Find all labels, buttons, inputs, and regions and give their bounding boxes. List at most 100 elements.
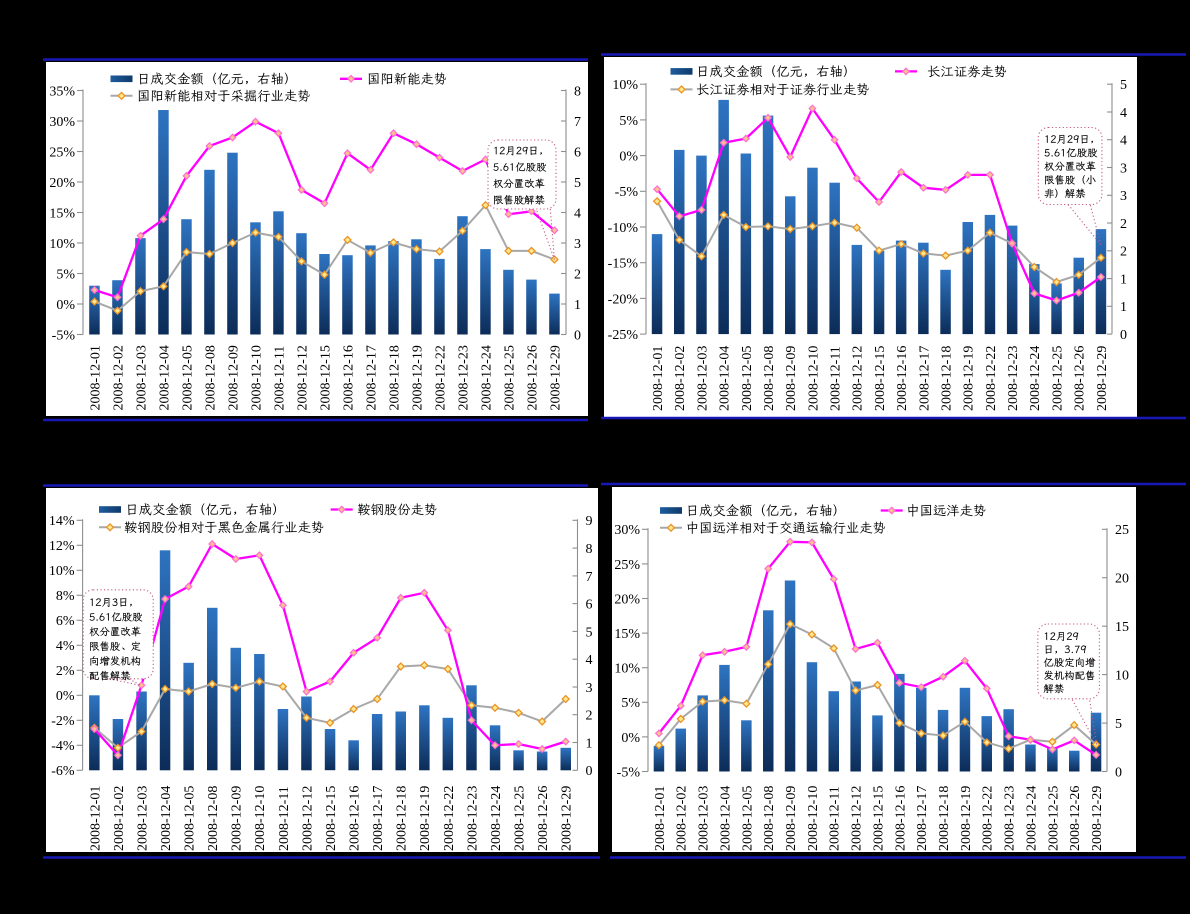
svg-text:2008-12-01: 2008-12-01 xyxy=(88,786,103,851)
svg-text:0: 0 xyxy=(586,764,593,779)
svg-text:2008-12-01: 2008-12-01 xyxy=(653,786,668,851)
svg-text:2008-12-09: 2008-12-09 xyxy=(230,786,245,851)
svg-text:2008-12-17: 2008-12-17 xyxy=(917,346,932,411)
svg-text:2008-12-29: 2008-12-29 xyxy=(560,786,575,851)
svg-text:-6%: -6% xyxy=(51,764,75,779)
svg-text:2008-12-11: 2008-12-11 xyxy=(828,786,843,851)
svg-text:0%: 0% xyxy=(56,298,75,313)
svg-text:2008-12-11: 2008-12-11 xyxy=(277,786,292,851)
svg-text:2008-12-23: 2008-12-23 xyxy=(456,345,471,410)
svg-text:2008-12-25: 2008-12-25 xyxy=(1050,346,1065,411)
svg-text:2008-12-16: 2008-12-16 xyxy=(895,346,910,411)
svg-text:3: 3 xyxy=(574,237,581,252)
svg-text:2008-12-22: 2008-12-22 xyxy=(981,786,996,851)
svg-text:14%: 14% xyxy=(49,514,75,529)
svg-text:2008-12-05: 2008-12-05 xyxy=(740,346,755,411)
svg-text:-15%: -15% xyxy=(608,257,639,272)
svg-text:2008-12-11: 2008-12-11 xyxy=(829,346,844,411)
svg-text:6: 6 xyxy=(574,145,581,160)
svg-text:2008-12-08: 2008-12-08 xyxy=(762,786,777,851)
svg-text:5: 5 xyxy=(586,625,593,640)
svg-text:2008-12-01: 2008-12-01 xyxy=(651,346,666,411)
svg-text:2008-12-04: 2008-12-04 xyxy=(159,786,174,851)
svg-text:-20%: -20% xyxy=(608,292,639,307)
svg-text:2008-12-10: 2008-12-10 xyxy=(806,786,821,851)
svg-text:2008-12-03: 2008-12-03 xyxy=(134,345,149,410)
svg-text:2008-12-15: 2008-12-15 xyxy=(871,786,886,851)
svg-text:3: 3 xyxy=(586,681,593,696)
svg-text:3: 3 xyxy=(1120,161,1127,176)
svg-text:8%: 8% xyxy=(56,589,75,604)
svg-text:2008-12-04: 2008-12-04 xyxy=(718,786,733,851)
svg-text:2008-12-11: 2008-12-11 xyxy=(272,346,287,411)
svg-text:2008-12-25: 2008-12-25 xyxy=(513,786,528,851)
svg-text:2: 2 xyxy=(1120,217,1127,232)
svg-text:2%: 2% xyxy=(56,664,75,679)
svg-text:2008-12-12: 2008-12-12 xyxy=(300,786,315,851)
svg-text:5: 5 xyxy=(1120,78,1127,93)
svg-text:2008-12-24: 2008-12-24 xyxy=(489,786,504,851)
svg-text:4%: 4% xyxy=(56,639,75,654)
svg-text:8: 8 xyxy=(574,84,581,99)
svg-text:4: 4 xyxy=(586,653,593,668)
svg-text:10%: 10% xyxy=(612,78,638,93)
svg-text:15%: 15% xyxy=(614,627,640,642)
svg-text:2008-12-05: 2008-12-05 xyxy=(183,786,198,851)
svg-text:2008-12-02: 2008-12-02 xyxy=(112,786,127,851)
svg-text:2008-12-15: 2008-12-15 xyxy=(318,345,333,410)
svg-text:2008-12-05: 2008-12-05 xyxy=(740,786,755,851)
svg-text:0%: 0% xyxy=(619,150,638,165)
svg-text:2008-12-12: 2008-12-12 xyxy=(850,786,865,851)
svg-text:10%: 10% xyxy=(614,662,640,677)
svg-text:7: 7 xyxy=(586,570,593,585)
svg-text:2008-12-12: 2008-12-12 xyxy=(295,345,310,410)
svg-text:9: 9 xyxy=(586,514,593,529)
svg-text:5: 5 xyxy=(1115,717,1122,732)
svg-text:2008-12-26: 2008-12-26 xyxy=(536,786,551,851)
svg-text:1: 1 xyxy=(1120,300,1127,315)
svg-text:2008-12-23: 2008-12-23 xyxy=(1006,346,1021,411)
svg-text:2008-12-26: 2008-12-26 xyxy=(1068,786,1083,851)
svg-text:8: 8 xyxy=(586,542,593,557)
svg-text:1: 1 xyxy=(1120,273,1127,288)
svg-text:2008-12-10: 2008-12-10 xyxy=(806,346,821,411)
svg-text:25%: 25% xyxy=(49,145,75,160)
svg-text:2008-12-24: 2008-12-24 xyxy=(1024,786,1039,851)
svg-text:10: 10 xyxy=(1115,669,1129,684)
svg-text:2008-12-23: 2008-12-23 xyxy=(465,786,480,851)
svg-text:2008-12-17: 2008-12-17 xyxy=(371,786,386,851)
svg-text:20%: 20% xyxy=(49,176,75,191)
svg-text:2008-12-24: 2008-12-24 xyxy=(479,345,494,410)
svg-text:2008-12-19: 2008-12-19 xyxy=(962,346,977,411)
svg-text:2008-12-19: 2008-12-19 xyxy=(418,786,433,851)
svg-text:6%: 6% xyxy=(56,614,75,629)
svg-text:2008-12-09: 2008-12-09 xyxy=(226,345,241,410)
svg-text:10%: 10% xyxy=(49,564,75,579)
svg-text:2008-12-17: 2008-12-17 xyxy=(915,786,930,851)
svg-text:5: 5 xyxy=(574,176,581,191)
svg-text:2008-12-19: 2008-12-19 xyxy=(959,786,974,851)
svg-text:2008-12-12: 2008-12-12 xyxy=(851,346,866,411)
svg-text:2008-12-18: 2008-12-18 xyxy=(940,346,955,411)
svg-text:1: 1 xyxy=(574,298,581,313)
svg-text:2: 2 xyxy=(574,267,581,282)
svg-text:6: 6 xyxy=(586,598,593,613)
svg-text:2008-12-02: 2008-12-02 xyxy=(673,346,688,411)
svg-text:2008-12-16: 2008-12-16 xyxy=(348,786,363,851)
svg-text:4: 4 xyxy=(1120,106,1127,121)
svg-text:25%: 25% xyxy=(614,558,640,573)
svg-text:35%: 35% xyxy=(49,84,75,99)
svg-text:2: 2 xyxy=(586,709,593,724)
svg-text:15%: 15% xyxy=(49,206,75,221)
svg-text:-10%: -10% xyxy=(608,221,639,236)
svg-text:0: 0 xyxy=(574,328,581,343)
svg-text:2008-12-02: 2008-12-02 xyxy=(675,786,690,851)
svg-text:-5%: -5% xyxy=(52,328,76,343)
svg-text:2008-12-22: 2008-12-22 xyxy=(442,786,457,851)
svg-text:2008-12-29: 2008-12-29 xyxy=(1095,346,1110,411)
svg-text:7: 7 xyxy=(574,115,581,130)
svg-text:2008-12-01: 2008-12-01 xyxy=(88,345,103,410)
svg-text:3: 3 xyxy=(1120,189,1127,204)
svg-text:0: 0 xyxy=(1115,765,1122,780)
svg-text:2008-12-10: 2008-12-10 xyxy=(253,786,268,851)
